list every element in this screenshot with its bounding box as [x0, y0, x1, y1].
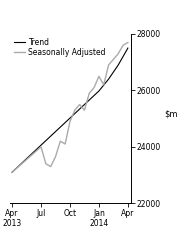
Seasonally Adjusted	[74, 109, 76, 112]
Trend	[79, 108, 81, 110]
Seasonally Adjusted	[64, 143, 66, 145]
Line: Trend: Trend	[12, 48, 128, 172]
Seasonally Adjusted	[98, 75, 100, 78]
Trend	[98, 90, 100, 92]
Y-axis label: $m: $m	[165, 110, 178, 119]
Seasonally Adjusted	[117, 52, 119, 55]
Trend	[11, 171, 13, 174]
Trend	[127, 47, 129, 49]
Line: Seasonally Adjusted: Seasonally Adjusted	[12, 43, 128, 172]
Trend	[30, 153, 32, 155]
Trend	[88, 99, 90, 101]
Trend	[21, 162, 23, 165]
Seasonally Adjusted	[40, 146, 42, 148]
Trend	[59, 126, 61, 128]
Trend	[40, 144, 42, 146]
Seasonally Adjusted	[59, 140, 61, 143]
Seasonally Adjusted	[103, 83, 105, 86]
Seasonally Adjusted	[122, 44, 124, 47]
Seasonally Adjusted	[127, 41, 129, 44]
Seasonally Adjusted	[88, 92, 90, 95]
Trend	[117, 64, 119, 67]
Seasonally Adjusted	[83, 109, 86, 112]
Seasonally Adjusted	[112, 58, 114, 61]
Seasonally Adjusted	[11, 171, 13, 174]
Trend	[69, 117, 71, 119]
Seasonally Adjusted	[21, 162, 23, 165]
Seasonally Adjusted	[93, 86, 95, 89]
Trend	[50, 135, 52, 137]
Seasonally Adjusted	[79, 103, 81, 106]
Seasonally Adjusted	[30, 154, 32, 157]
Seasonally Adjusted	[108, 64, 110, 67]
Trend	[108, 78, 110, 81]
Seasonally Adjusted	[54, 155, 57, 158]
Seasonally Adjusted	[69, 120, 71, 123]
Seasonally Adjusted	[50, 165, 52, 168]
Legend: Trend, Seasonally Adjusted: Trend, Seasonally Adjusted	[14, 38, 106, 57]
Seasonally Adjusted	[45, 162, 47, 165]
